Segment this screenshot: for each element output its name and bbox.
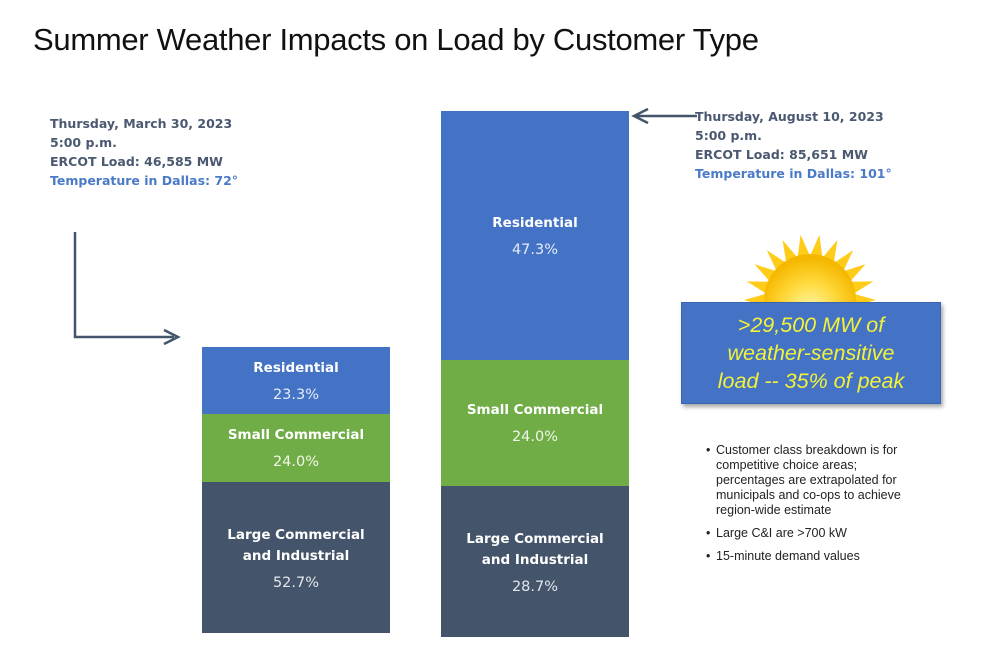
segment-label: Residential [492,214,578,231]
stacked-bar: Residential 47.3% Small Commercial 24.0% Lar… [441,111,629,637]
notes-list: • Customer class breakdown is for competi… [706,443,916,572]
bar-segment-res: Residential 47.3% [441,111,629,360]
bullet-icon: • [706,549,711,563]
segment-value-label: 28.7% [511,578,559,595]
note-text: 15-minute demand values [716,549,860,563]
august-time: 5:00 p.m. [695,128,762,143]
segment-label: Small Commercial [227,427,365,444]
note-item: • Large C&I are >700 kW [706,526,916,541]
segment-label: Small Commercial [466,402,604,419]
march-arrow-icon [73,232,181,346]
callout-line: weather-sensitive [727,341,895,365]
august-info: Thursday, August 10, 2023 5:00 p.m. ERCO… [695,107,892,183]
march-time: 5:00 p.m. [50,135,117,150]
segment-value-label: 52.7% [272,574,320,591]
note-text: Large C&I are >700 kW [716,526,847,540]
segment-label: Large Commercial and Industrial [227,526,365,564]
note-item: • Customer class breakdown is for competi… [706,443,916,518]
note-item: • 15-minute demand values [706,549,916,564]
bar-segment-lci: Large Commercial and Industrial 52.7% [202,482,390,633]
segment-label: Residential [253,359,339,376]
weather-sensitive-callout: >29,500 MW of weather-sensitive load -- … [681,302,941,404]
segment-value-label: 24.0% [272,454,320,471]
callout-line: load -- 35% of peak [717,369,905,393]
bar-segment-lci: Large Commercial and Industrial 28.7% [441,486,629,637]
segment-label: Large Commercial and Industrial [466,530,604,568]
august-arrow-icon [631,107,697,125]
page-title: Summer Weather Impacts on Load by Custom… [33,22,759,57]
bar-segment-sc: Small Commercial 24.0% [441,359,629,487]
august-temperature: Temperature in Dallas: 101° [695,166,892,181]
bar-segment-sc: Small Commercial 24.0% [202,413,390,483]
august-load: ERCOT Load: 85,651 MW [695,147,868,162]
segment-value-label: 47.3% [511,241,559,258]
note-text: Customer class breakdown is for competit… [716,443,901,517]
callout-line: >29,500 MW of [737,313,885,337]
march-temperature: Temperature in Dallas: 72° [50,173,239,188]
march-load: ERCOT Load: 46,585 MW [50,154,223,169]
segment-value-label: 24.0% [511,429,559,446]
bullet-icon: • [706,443,711,457]
august-date: Thursday, August 10, 2023 [695,109,884,124]
segment-value-label: 23.3% [272,386,320,403]
march-info: Thursday, March 30, 2023 5:00 p.m. ERCOT… [50,114,238,190]
bar-segment-res: Residential 23.3% [202,346,390,414]
bullet-icon: • [706,526,711,540]
march-date: Thursday, March 30, 2023 [50,116,233,131]
stacked-bar: Residential 23.3% Small Commercial 24.0% Lar… [202,346,390,633]
